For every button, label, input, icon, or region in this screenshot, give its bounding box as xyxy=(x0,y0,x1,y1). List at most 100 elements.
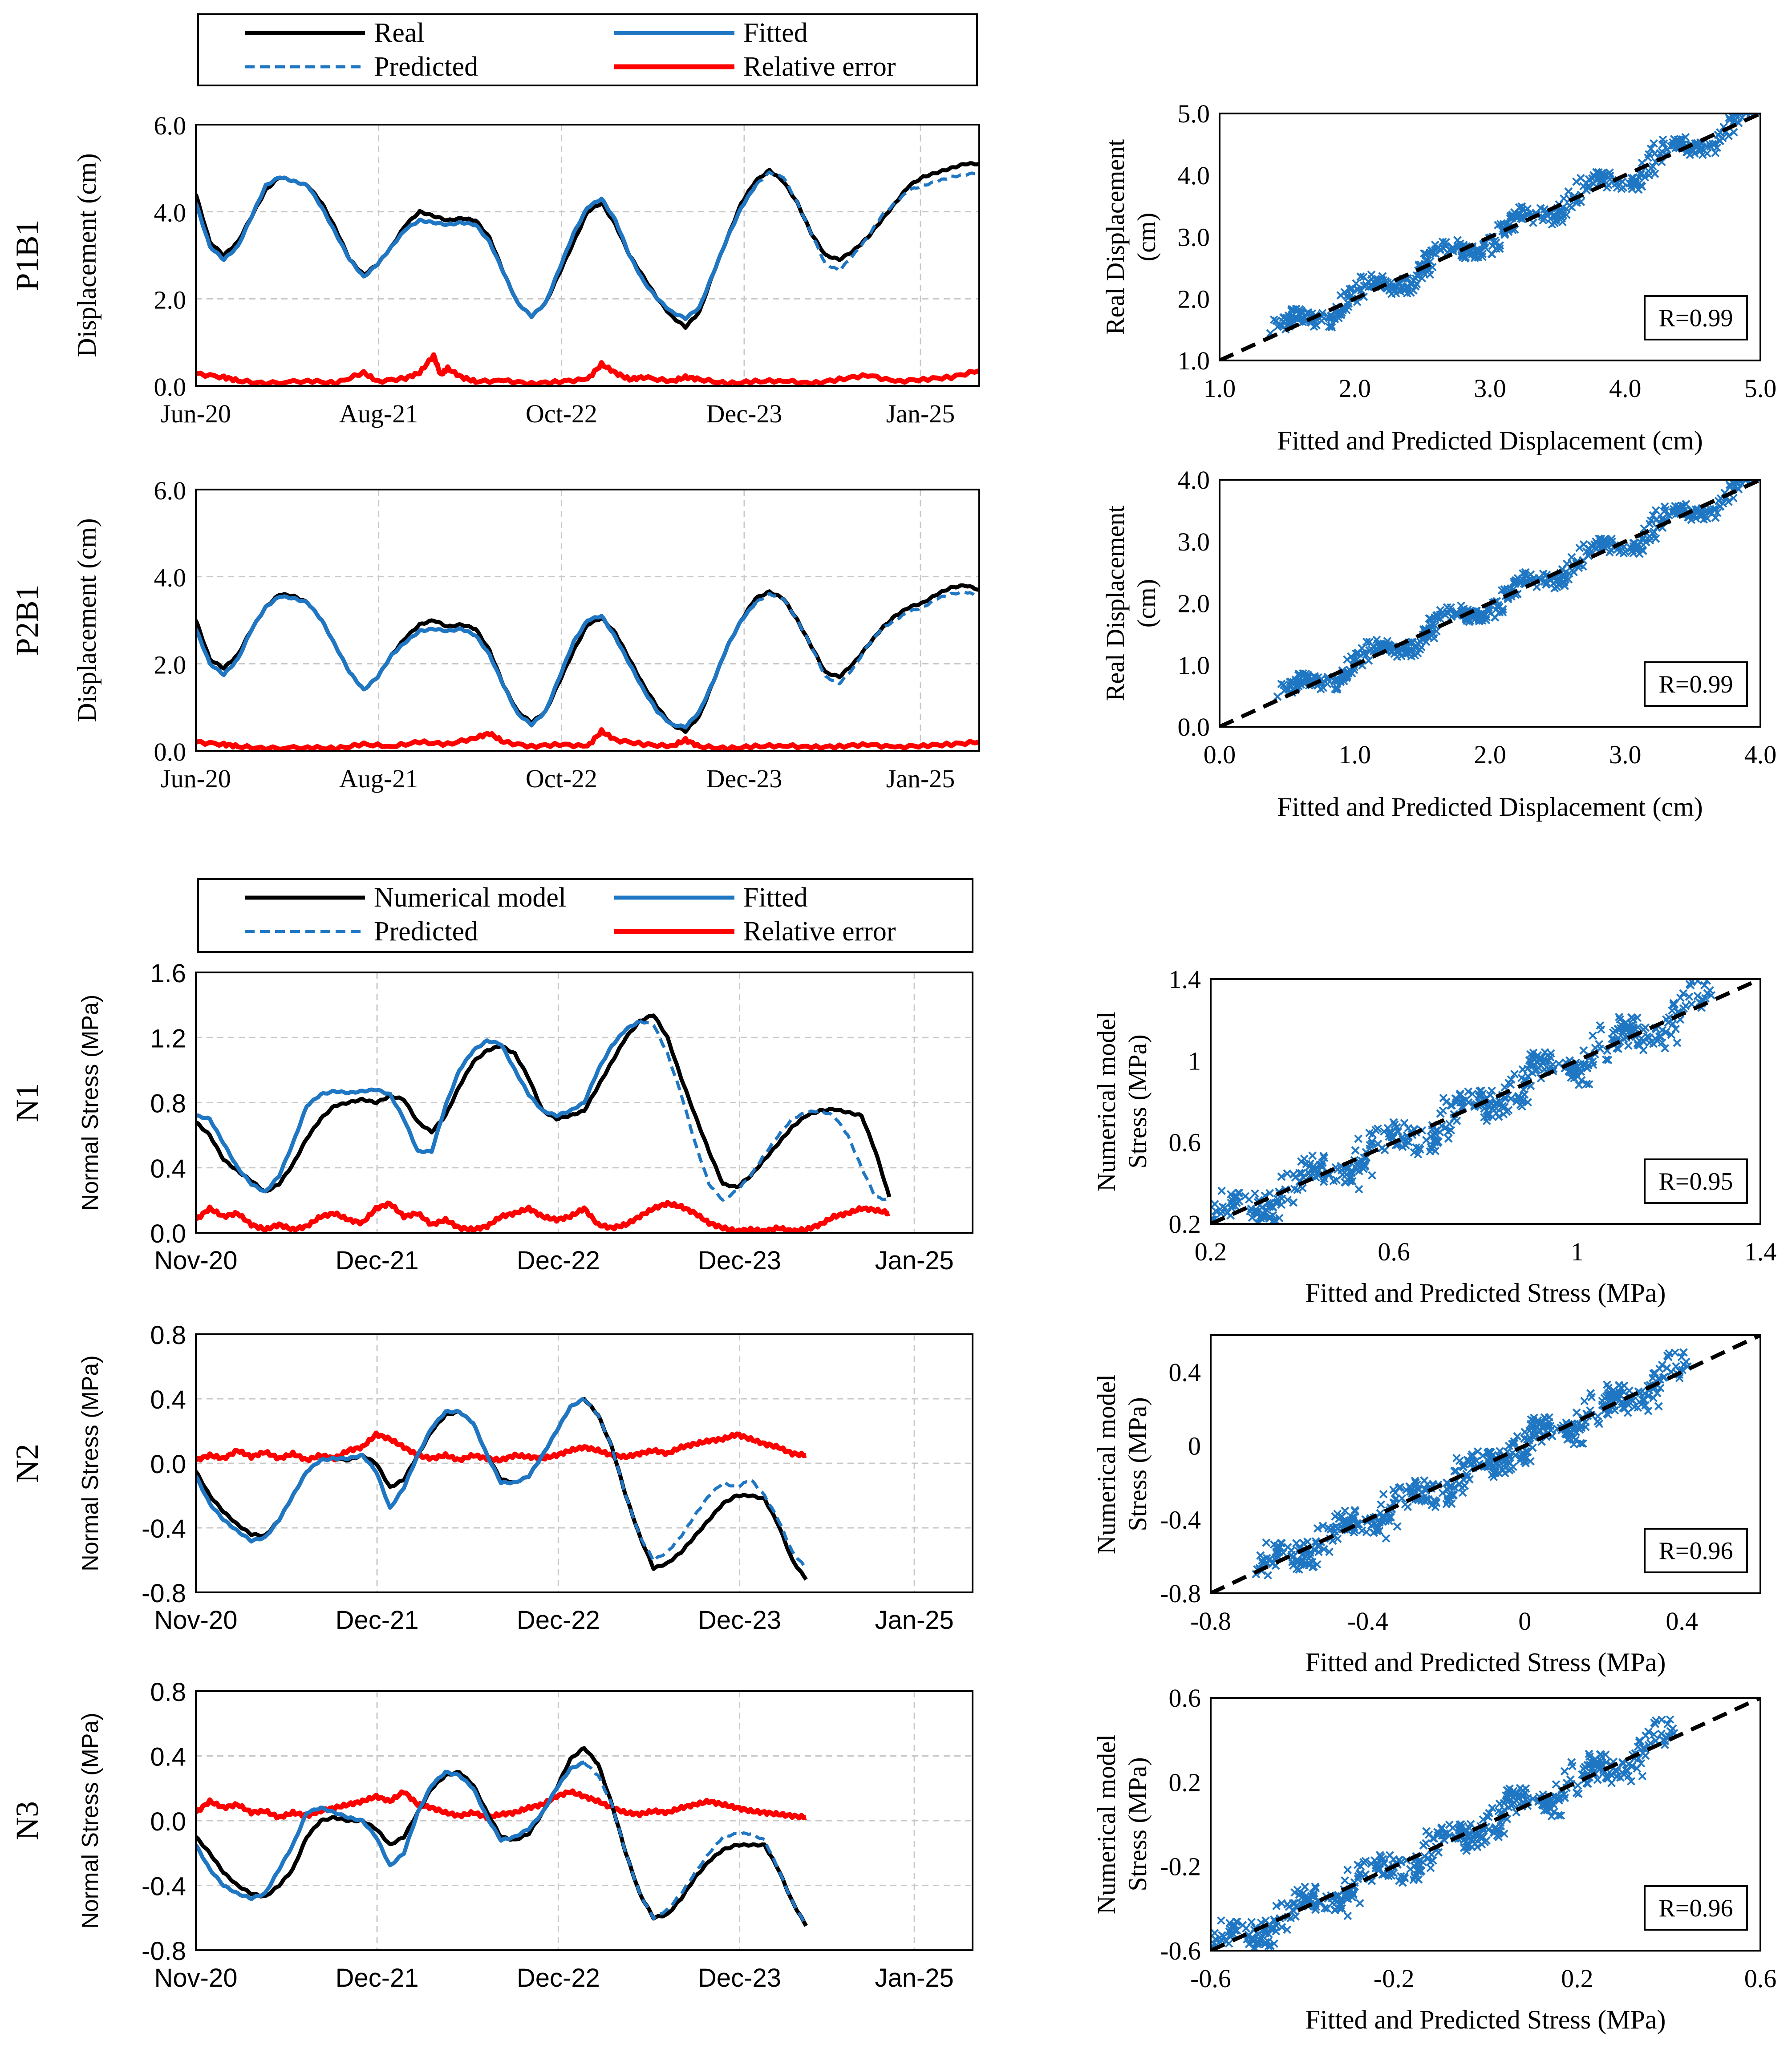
scatter-point xyxy=(1379,1490,1388,1498)
scatter-point xyxy=(1701,994,1710,1003)
scatter-point xyxy=(1564,187,1573,196)
scatter-point xyxy=(1670,1348,1679,1357)
y-tick-label: -0.4 xyxy=(142,1514,186,1543)
legend-label-real: Real xyxy=(374,18,425,48)
scatter-point xyxy=(1489,1473,1498,1482)
scatter-point xyxy=(1557,1811,1565,1820)
scatter-point xyxy=(1536,204,1545,213)
scatter-point xyxy=(1510,1070,1519,1078)
scatter-point xyxy=(1518,1065,1527,1074)
scatter-point xyxy=(1268,1559,1277,1568)
scatter-point xyxy=(1596,1021,1605,1030)
scatter-point xyxy=(1586,547,1595,556)
scatter-point xyxy=(1331,1523,1340,1531)
x-tick-label: 4.0 xyxy=(1744,740,1777,769)
scatter-point xyxy=(1662,1015,1670,1024)
x-tick-label: Dec-22 xyxy=(517,1964,600,1992)
scatter-point xyxy=(1516,1101,1525,1110)
y-tick-label: 2.0 xyxy=(154,650,186,679)
scatter-point xyxy=(1636,1737,1645,1745)
series-fitted xyxy=(196,1397,585,1544)
scatter-point xyxy=(1393,1522,1402,1531)
scatter-point xyxy=(1455,1820,1464,1829)
scatter-point xyxy=(1401,1141,1410,1150)
scatter-point xyxy=(1482,1117,1491,1126)
scatter-point xyxy=(1297,1557,1306,1566)
scatter-point xyxy=(1616,1773,1625,1782)
scatter-point xyxy=(1391,289,1400,298)
scatter-point xyxy=(1447,1101,1455,1110)
scatter-point xyxy=(1706,142,1715,151)
scatter-point xyxy=(1562,211,1571,219)
scatter-point xyxy=(1634,1403,1642,1412)
scatter-point xyxy=(1650,1369,1659,1377)
plot-frame xyxy=(195,124,980,387)
scatter-point xyxy=(1262,1538,1271,1547)
scatter-point xyxy=(1622,1033,1630,1042)
scatter-point xyxy=(1285,313,1294,322)
y-axis-label: Normal Stress (MPa) xyxy=(77,1355,103,1571)
scatter-point xyxy=(1325,322,1334,331)
scatter-point xyxy=(1301,1883,1310,1891)
scatter-point xyxy=(1644,1406,1653,1415)
scatter-point xyxy=(1517,202,1526,211)
scatter-point xyxy=(1488,1804,1496,1812)
scatter-point xyxy=(1410,1862,1419,1871)
scatter-point xyxy=(1326,1525,1335,1534)
y-tick-label: 4.0 xyxy=(1178,161,1210,190)
scatter-point xyxy=(1735,113,1744,117)
y-tick-label: 6.0 xyxy=(154,111,186,140)
scatter-point xyxy=(1637,1759,1646,1768)
scatter-point xyxy=(1305,1558,1314,1567)
chart-p2b1_scatter: 0.0 1.0 2.0 3.0 4.0 4.0 3.0 2.0 1.0 0.0 R=0.99 Fitt… xyxy=(1101,466,1776,822)
scatter-point xyxy=(1507,1465,1516,1473)
identity-line xyxy=(1220,113,1760,360)
scatter-point xyxy=(1450,1467,1459,1476)
y-tick-label: 0.0 xyxy=(150,1450,186,1479)
scatter-point xyxy=(1658,1361,1666,1369)
plot-frame xyxy=(1219,113,1761,361)
x-tick-label: Dec-23 xyxy=(698,1964,781,1992)
scatter-point xyxy=(1591,1044,1600,1053)
scatter-point xyxy=(1627,1777,1635,1786)
scatter-point xyxy=(1436,1109,1445,1118)
scatter-point xyxy=(1718,134,1727,142)
scatter-point xyxy=(1582,1080,1591,1088)
scatter-points xyxy=(1211,979,1716,1224)
series-predicted xyxy=(754,170,979,273)
scatter-point xyxy=(1582,1063,1591,1072)
scatter-point xyxy=(1216,1916,1225,1925)
scatter-point xyxy=(1233,1192,1241,1201)
scatter-point xyxy=(1504,1442,1513,1450)
y-tick-label: 1.2 xyxy=(150,1024,186,1053)
scatter-point xyxy=(1513,1093,1522,1102)
legend-frame xyxy=(197,878,973,953)
scatter-point xyxy=(1649,511,1658,520)
scatter-point xyxy=(1650,150,1659,158)
scatter-point xyxy=(1427,1850,1436,1859)
series-error xyxy=(196,727,979,751)
scatter-point xyxy=(1676,135,1685,143)
scatter-point xyxy=(1640,1389,1649,1398)
scatter-point xyxy=(1444,1134,1453,1143)
row-label: N2 xyxy=(9,1444,45,1483)
scatter-point xyxy=(1627,544,1636,553)
series-predicted xyxy=(583,1398,807,1569)
scatter-point xyxy=(1599,539,1608,547)
scatter-point xyxy=(1311,1537,1320,1546)
scatter-point xyxy=(1658,1715,1666,1724)
scatter-point xyxy=(1244,1931,1253,1939)
scatter-point xyxy=(1320,1904,1329,1913)
scatter-point xyxy=(1366,1141,1374,1150)
y-tick-label: 1 xyxy=(1188,1046,1201,1075)
y-tick-label: 1.0 xyxy=(1178,651,1210,680)
scatter-point xyxy=(1257,1556,1266,1565)
scatter-point xyxy=(1320,1545,1328,1554)
scatter-point xyxy=(1290,1184,1299,1193)
scatter-point xyxy=(1501,1791,1510,1800)
identity-line xyxy=(1220,480,1760,727)
scatter-point xyxy=(1655,1033,1664,1041)
scatter-point xyxy=(1395,1876,1403,1885)
scatter-point xyxy=(1362,637,1371,646)
